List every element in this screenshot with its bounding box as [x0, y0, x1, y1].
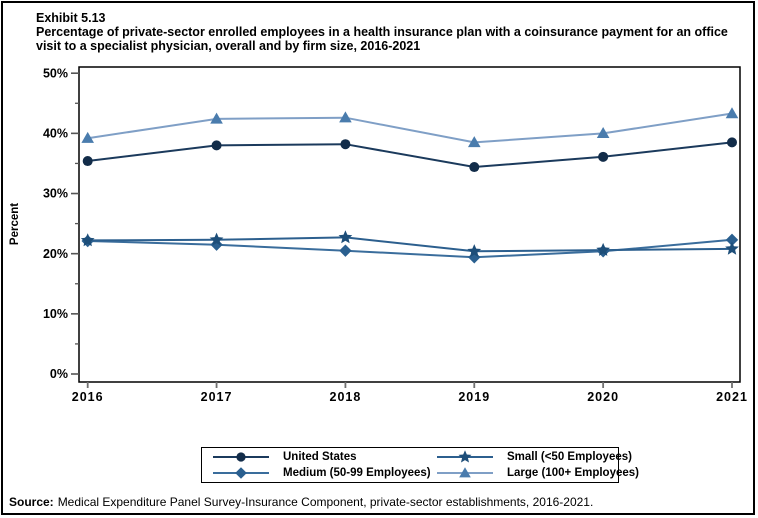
legend-label: United States: [283, 451, 357, 463]
y-axis-title: Percent: [9, 203, 21, 245]
series-marker-3: [210, 112, 223, 124]
legend-item-3: Large (100+ Employees): [436, 465, 639, 481]
y-tick-label: 30%: [43, 187, 68, 201]
series-marker-1: [209, 232, 224, 246]
y-tick-label: 20%: [43, 247, 68, 261]
x-tick-label: 2018: [330, 390, 362, 404]
series-marker-0: [211, 140, 222, 151]
legend-marker: [459, 467, 471, 478]
series-marker-0: [340, 139, 351, 150]
series-marker-1: [338, 230, 353, 244]
series-marker-1: [725, 241, 739, 255]
x-tick-label: 2017: [201, 390, 233, 404]
source-text: Medical Expenditure Panel Survey-Insuran…: [57, 495, 594, 509]
legend-item-2: Medium (50-99 Employees): [212, 465, 436, 481]
series-marker-3: [339, 111, 352, 123]
line-chart: 0% 10% 20% 30% 40% 50% 2016 2017 2018 2019 2020 202…: [9, 66, 748, 404]
series-marker-1: [596, 242, 610, 256]
legend-marker: [235, 467, 247, 479]
x-tick-label: 2016: [72, 390, 104, 404]
series-marker-0: [727, 137, 737, 148]
series-marker-3: [725, 107, 739, 119]
series-line-1: [87, 236, 733, 253]
chart-legend: United States Small (<50 Employees) Medium…: [201, 447, 639, 483]
y-tick-label: 50%: [43, 66, 68, 80]
legend-item-0: United States: [212, 449, 436, 465]
legend-label: Small (<50 Employees): [507, 451, 632, 463]
legend-star-icon: [437, 450, 493, 463]
series-line-2: [87, 238, 733, 259]
series-marker-0: [469, 162, 480, 173]
x-tick-label: 2021: [716, 390, 748, 404]
legend-item-1: Small (<50 Employees): [436, 449, 639, 465]
x-tick-label: 2020: [587, 390, 619, 404]
series-line-3: [87, 112, 733, 144]
series-marker-0: [598, 151, 609, 162]
legend-triangle-icon: [437, 467, 493, 478]
series-marker-3: [467, 136, 481, 148]
series-marker-1: [80, 233, 95, 247]
series-marker-0: [82, 156, 93, 167]
series-marker-1: [467, 244, 482, 258]
plot-frame: [78, 66, 741, 383]
legend-diamond-icon: [213, 467, 269, 479]
series-marker-3: [596, 127, 610, 139]
chart-header: Exhibit 5.13 Percentage of private-secto…: [36, 11, 742, 53]
chart-title: Percentage of private-sector enrolled em…: [36, 25, 728, 53]
series-marker-2: [210, 238, 223, 251]
exhibit-number: Exhibit 5.13: [36, 11, 106, 25]
source-label: Source:: [9, 495, 54, 509]
legend-label: Medium (50-99 Employees): [283, 467, 431, 479]
legend-circle-icon: [213, 452, 269, 462]
source-line: Source: Medical Expenditure Panel Survey-…: [9, 495, 593, 509]
y-tick-label: 0%: [50, 367, 68, 381]
x-tick-label: 2019: [458, 390, 490, 404]
series-marker-2: [339, 244, 352, 257]
series-marker-3: [81, 131, 94, 143]
series-marker-2: [725, 233, 739, 247]
legend-marker: [236, 452, 246, 462]
y-tick-label: 10%: [43, 307, 68, 321]
legend-label: Large (100+ Employees): [507, 467, 639, 479]
legend-marker: [458, 450, 472, 463]
y-tick-label: 40%: [43, 127, 68, 141]
series-line-0: [87, 141, 733, 169]
